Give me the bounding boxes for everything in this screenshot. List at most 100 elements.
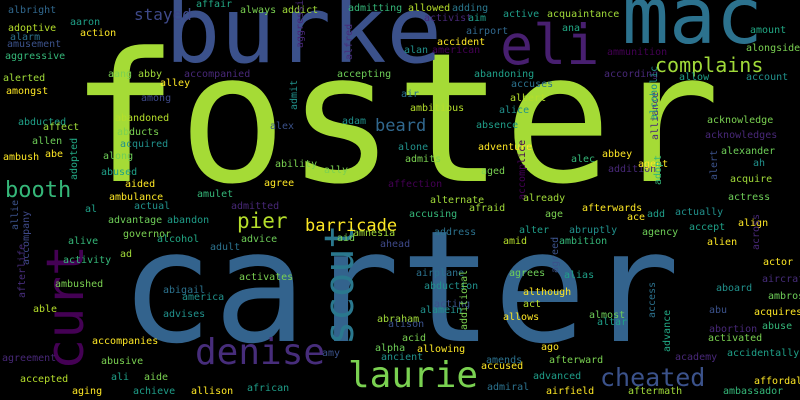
word-77: abused (101, 167, 138, 178)
word-167: acid (402, 333, 427, 344)
word-165: abortion (709, 324, 758, 335)
word-139: activates (239, 272, 294, 283)
word-143: aircraft (762, 274, 800, 285)
word-121: adult (210, 242, 241, 253)
word-195: ambassador (723, 386, 784, 397)
word-80: adventure (478, 142, 533, 153)
word-20: aggressive (5, 51, 66, 62)
word-53: alley (160, 78, 191, 89)
word-40: alan (404, 45, 429, 56)
word-47: accompanied (184, 69, 251, 80)
word-21: alerted (3, 73, 46, 84)
word-2: burke (165, 0, 442, 84)
word-81: alec (571, 154, 596, 165)
word-98: actual (134, 201, 171, 212)
word-179: accused (481, 361, 524, 372)
word-79: admits (405, 154, 442, 165)
word-63: affect (43, 122, 80, 133)
word-18: alarm (10, 32, 41, 43)
word-43: ammunition (607, 47, 668, 58)
word-46: abby (138, 69, 163, 80)
word-30: adding (452, 3, 489, 14)
word-93: acquire (730, 174, 773, 185)
word-189: achieve (133, 386, 176, 397)
word-61: admit (289, 79, 300, 110)
word-174: amy (322, 348, 341, 359)
word-102: admitted (231, 201, 280, 212)
word-138: abigail (163, 285, 206, 296)
word-183: ali (111, 372, 130, 383)
word-50: according (604, 69, 659, 80)
word-149: aboard (716, 283, 753, 294)
word-168: activated (708, 333, 763, 344)
word-175: ancient (381, 352, 424, 363)
word-129: ambition (559, 236, 608, 247)
word-4: eli (500, 13, 600, 77)
word-76: along (103, 151, 134, 162)
word-181: afterward (549, 355, 604, 366)
word-100: al (85, 204, 98, 215)
word-48: accepting (337, 69, 392, 80)
word-113: age (545, 209, 564, 220)
word-85: ah (753, 158, 766, 169)
word-99: already (523, 193, 566, 204)
word-190: allison (191, 386, 234, 397)
word-187: affordalso (754, 376, 800, 387)
word-49: abandoning (474, 69, 535, 80)
word-35: acquaintance (547, 9, 620, 20)
word-127: agency (642, 227, 679, 238)
word-19: amusement (7, 39, 62, 50)
word-97: affection (388, 179, 443, 190)
word-38: amount (750, 25, 787, 36)
word-177: accidentally (727, 348, 800, 359)
word-88: ability (275, 159, 318, 170)
word-133: ad (120, 249, 133, 260)
word-101: amulet (197, 189, 234, 200)
word-116: accept (689, 222, 726, 233)
word-28: admitting (348, 3, 403, 14)
word-194: aftermath (628, 386, 683, 397)
word-150: ambrose (768, 291, 800, 302)
word-71: absence (476, 120, 519, 131)
word-120: alcohol (157, 234, 200, 245)
word-126: abruptly (569, 225, 618, 236)
word-125: alter (519, 225, 550, 236)
word-68: acquired (120, 139, 169, 150)
word-8: laurie (348, 355, 479, 396)
word-37: alongside (746, 43, 800, 54)
word-96: agree (264, 178, 295, 189)
word-52: account (746, 72, 789, 83)
word-119: governor (123, 229, 172, 240)
word-87: agent (638, 159, 669, 170)
word-152: advises (163, 309, 206, 320)
word-41: american (432, 45, 481, 56)
word-148: although (523, 287, 572, 298)
word-67: abducts (117, 127, 160, 138)
word-69: alex (270, 121, 295, 132)
word-22: amongst (6, 86, 49, 97)
word-66: abandoned (115, 113, 170, 124)
word-159: almost (589, 310, 626, 321)
word-173: agreement (2, 353, 57, 364)
word-182: academy (675, 352, 718, 363)
word-54: among (141, 93, 172, 104)
word-193: airfield (546, 386, 595, 397)
word-11: booth (5, 178, 72, 203)
word-162: altar (597, 317, 628, 328)
word-131: across (751, 213, 762, 250)
word-55: ambitious (410, 103, 465, 114)
word-17: adoptive (8, 23, 57, 34)
word-158: allows (503, 312, 540, 323)
word-192: admiral (487, 382, 530, 393)
word-142: alias (564, 270, 595, 281)
word-136: agreed (550, 236, 561, 273)
word-134: activity (63, 255, 112, 266)
word-176: allowing (417, 344, 466, 355)
word-91: accomplice (517, 139, 528, 200)
word-31: activist (424, 13, 473, 24)
word-188: aging (72, 386, 103, 397)
word-64: allen (32, 136, 63, 147)
word-123: ahead (380, 239, 411, 250)
word-135: actor (763, 257, 794, 268)
word-23: aaron (70, 17, 101, 28)
